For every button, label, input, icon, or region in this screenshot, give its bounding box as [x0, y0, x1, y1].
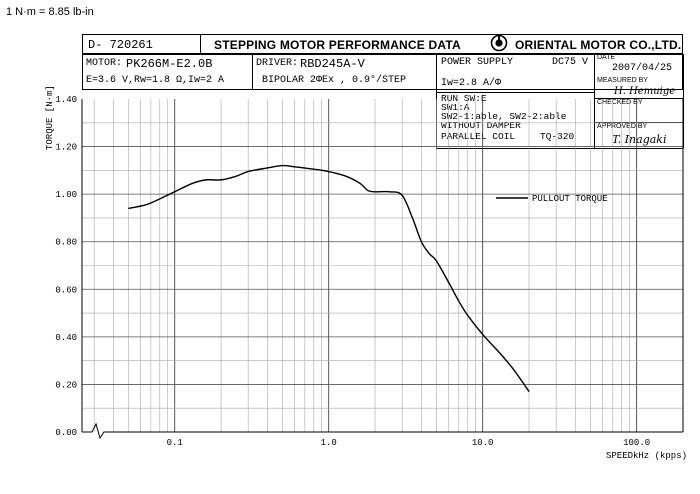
date-label: DATE [597, 54, 616, 61]
y-tick-label: 0.00 [55, 428, 77, 438]
measured-by-label: MEASURED BY [597, 77, 648, 84]
motor-model: PK266M-E2.0B [126, 57, 213, 71]
date-value: 2007/04/25 [612, 63, 673, 74]
coil-type: PARALLEL COIL [441, 131, 516, 142]
title-bar [82, 34, 683, 54]
divider [436, 148, 683, 149]
motor-electrical: E=3.6 V,Rw=1.8 Ω,Iw=2 A [86, 75, 225, 86]
divider [252, 54, 253, 90]
divider [200, 34, 201, 54]
divider [594, 54, 595, 148]
chart-grid [82, 99, 684, 432]
series-line-pullout-torque [128, 164, 530, 392]
company-logo-icon [490, 34, 508, 52]
company-name: ORIENTAL MOTOR CO.,LTD. [515, 38, 682, 52]
x-tick-label: 10.0 [472, 438, 494, 448]
series-layer [128, 164, 530, 392]
checked-by-label: CHECKED BY [597, 99, 643, 106]
measured-by-signature: H. Hemuige [614, 86, 676, 97]
x-tick-label: 0.1 [167, 438, 183, 448]
x-axis-label: SPEEDkHz (kpps) [606, 451, 687, 461]
y-tick-label: 1.40 [55, 95, 77, 105]
x-tick-label: 1.0 [321, 438, 337, 448]
approved-by-label: APPROVED BY [597, 123, 648, 130]
test-number: TQ-320 [540, 131, 575, 142]
x-tick-label: 100.0 [623, 438, 650, 448]
setting-line-3: SW2-1:able, SW2-2:able [441, 111, 567, 122]
y-tick-label: 0.80 [55, 238, 77, 248]
power-supply-value: DC75 V [552, 57, 589, 68]
chart-legend: PULLOUT TORQUE [496, 194, 608, 204]
axis-ticks: 0.00 0.20 0.40 0.60 0.80 1.00 1.20 1.40 0.1 1.0 10… [55, 95, 650, 448]
y-tick-label: 1.00 [55, 190, 77, 200]
y-tick-label: 0.20 [55, 380, 77, 390]
y-tick-label: 1.20 [55, 143, 77, 153]
page-title: STEPPING MOTOR PERFORMANCE DATA [214, 38, 461, 52]
setting-line-1: RUN SW:E [441, 93, 487, 104]
legend-label: PULLOUT TORQUE [532, 194, 608, 204]
unit-conversion-note: 1 N·m = 8.85 lb-in [6, 6, 94, 18]
spec-table [82, 54, 683, 90]
setting-line-4: WITHOUT DAMPER [441, 120, 521, 131]
divider [594, 98, 683, 99]
y-axis-label: TORQUE [N·m] [45, 85, 55, 150]
motor-label: MOTOR: [86, 58, 123, 69]
power-supply-label: POWER SUPPLY [441, 57, 514, 68]
y-tick-label: 0.60 [55, 285, 77, 295]
drive-mode: BIPOLAR 2ΦEx , 0.9°/STEP [262, 75, 407, 86]
driver-model: RBD245A-V [300, 57, 365, 71]
driver-label: DRIVER: [256, 58, 299, 69]
divider [436, 92, 594, 93]
document-number: D- 720261 [88, 38, 153, 52]
winding-current: Iw=2.8 A/Φ [441, 78, 502, 89]
y-tick-label: 0.40 [55, 333, 77, 343]
setting-line-2: SW1:A [441, 102, 470, 113]
approved-by-signature: T. Inagaki [612, 133, 667, 146]
x-axis-line [82, 422, 683, 440]
plot-frame [81, 99, 684, 440]
